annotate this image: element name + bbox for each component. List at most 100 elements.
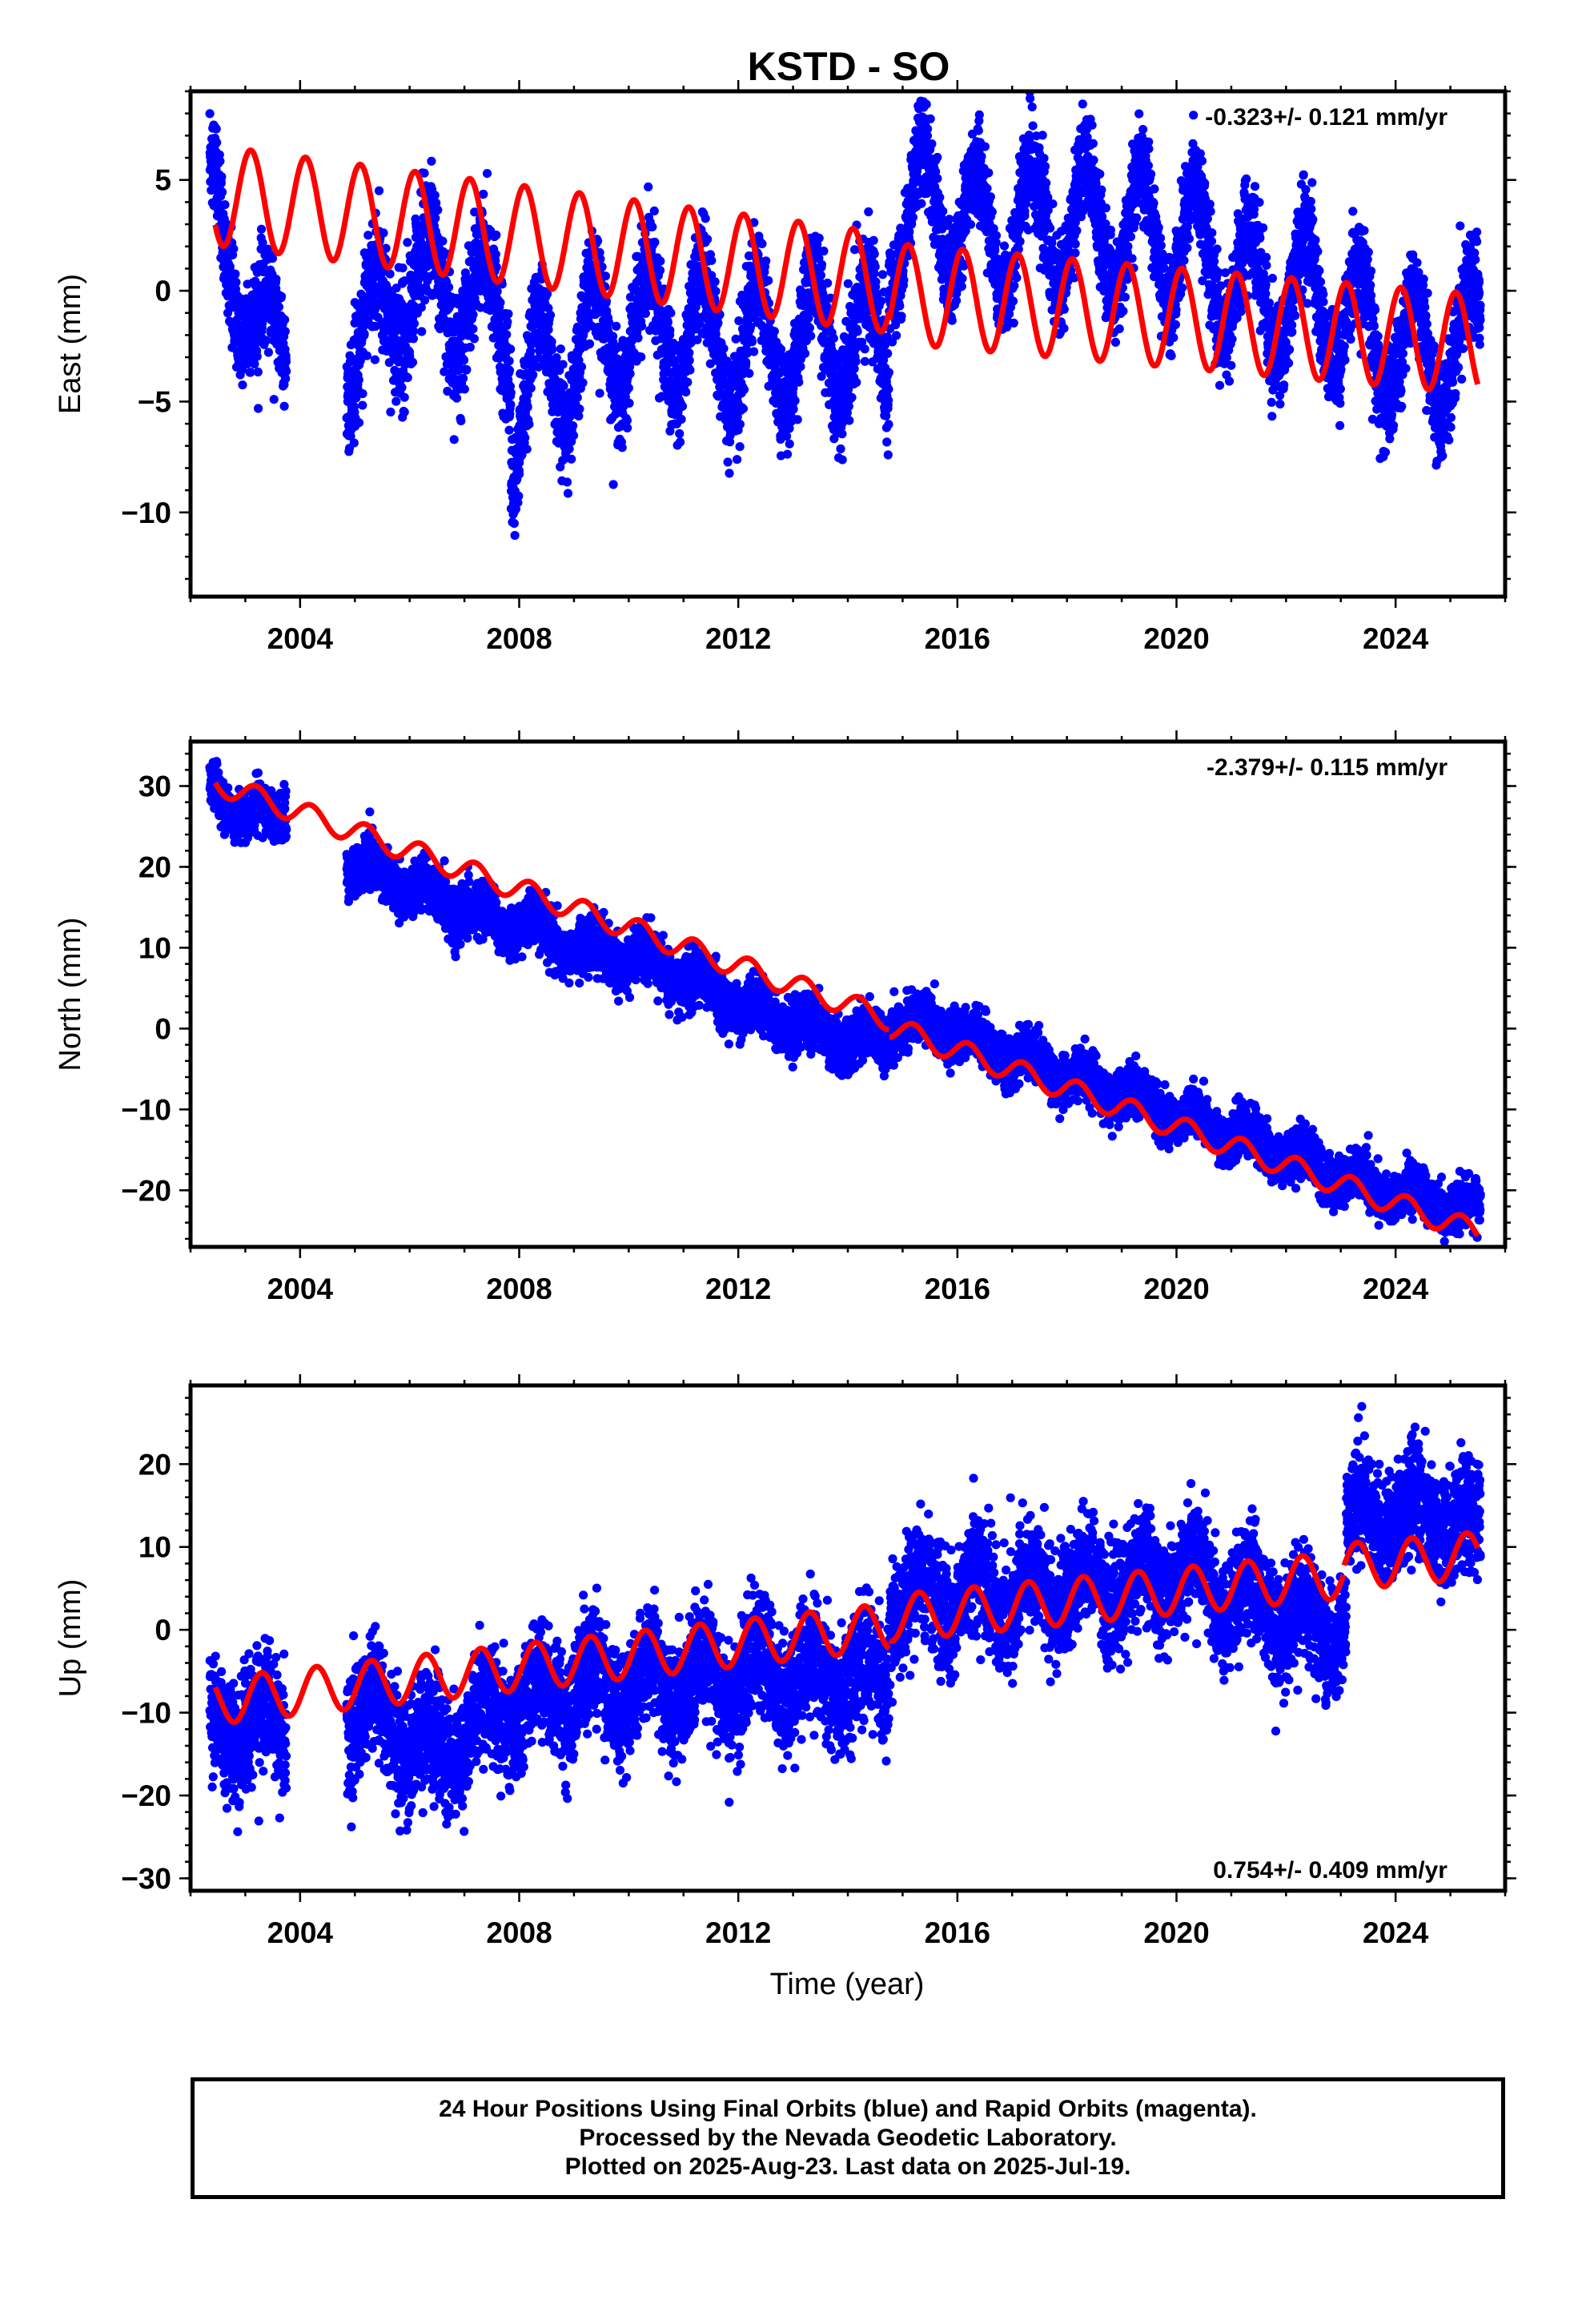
east-point-2373 — [648, 222, 657, 231]
east-point-2898 — [733, 455, 742, 464]
east-point-77 — [218, 187, 227, 197]
east-point-3793 — [877, 296, 886, 306]
east-point-4451 — [982, 183, 992, 193]
east-point-2938 — [738, 404, 749, 413]
east-point-158 — [231, 269, 240, 279]
east-point-475 — [282, 367, 291, 376]
east-point-3611 — [847, 392, 857, 402]
east-point-2285 — [633, 333, 643, 343]
east-point-602 — [362, 351, 371, 360]
east-point-3420 — [816, 271, 825, 280]
east-point-534 — [351, 393, 361, 403]
east-point-1493 — [506, 344, 516, 354]
east-point-1778 — [552, 353, 561, 363]
east-point-3746 — [869, 235, 878, 245]
east-point-654 — [371, 321, 380, 332]
east-observations — [205, 91, 1485, 541]
east-point-2083 — [600, 271, 611, 281]
east-point-501 — [346, 432, 355, 441]
east-point-3078 — [761, 256, 771, 266]
east-point-1185 — [456, 416, 466, 426]
east-point-1204 — [459, 356, 469, 365]
east-point-3425 — [817, 259, 827, 269]
east-point-1908 — [572, 392, 582, 402]
east-point-2954 — [741, 358, 751, 368]
east-point-2131 — [608, 480, 618, 489]
east-point-783 — [391, 396, 401, 406]
east-point-1850 — [563, 489, 573, 498]
east-point-1474 — [503, 317, 512, 327]
east-point-575 — [358, 389, 367, 399]
east-point-3637 — [851, 356, 861, 366]
east-point-3756 — [870, 262, 880, 271]
east-point-4616 — [1009, 318, 1018, 328]
east-point-834 — [400, 407, 409, 417]
east-point-3249 — [789, 404, 798, 414]
east-point-4928 — [1059, 324, 1069, 333]
east-point-2389 — [650, 237, 660, 247]
east-point-294 — [252, 352, 262, 361]
east-point-2841 — [723, 457, 733, 467]
east-point-4075 — [921, 99, 931, 109]
east-point-2145 — [611, 409, 620, 419]
east-point-2816 — [719, 344, 729, 353]
east-point-1543 — [514, 491, 524, 501]
east-point-3553 — [837, 455, 847, 464]
east-point-2604 — [685, 356, 694, 365]
east-point-4795 — [1038, 131, 1047, 140]
east-point-1582 — [520, 433, 530, 443]
east-point-2190 — [618, 336, 628, 345]
east-point-835 — [400, 392, 409, 402]
east-point-2348 — [644, 182, 653, 191]
east-point-3499 — [829, 333, 838, 343]
east-point-300 — [253, 367, 263, 377]
east-point-2741 — [707, 255, 717, 265]
east-point-1220 — [462, 364, 472, 375]
east-point-1858 — [564, 444, 574, 454]
east-point-1002 — [427, 156, 436, 166]
east-point-1031 — [432, 198, 441, 208]
east-point-203 — [238, 380, 247, 390]
east-point-3834 — [883, 348, 893, 358]
east-point-1101 — [443, 386, 452, 396]
east-point-94 — [220, 200, 230, 210]
east-point-1324 — [479, 189, 488, 199]
east-point-1741 — [545, 310, 556, 320]
east-point-3595 — [845, 416, 854, 425]
east-point-4804 — [1039, 154, 1049, 163]
east-point-744 — [385, 269, 395, 279]
east-point-1749 — [547, 337, 556, 347]
east-point-1495 — [506, 388, 516, 397]
east-point-2592 — [683, 377, 693, 387]
east-point-1026 — [431, 213, 440, 223]
east-point-3837 — [883, 450, 893, 460]
east-point-4081 — [923, 124, 933, 134]
east-point-389 — [267, 254, 277, 263]
east-point-4438 — [980, 142, 990, 151]
east-point-551 — [354, 375, 363, 384]
east-point-2046 — [595, 388, 604, 398]
east-point-741 — [384, 358, 394, 368]
east-point-2421 — [655, 266, 665, 275]
east-point-3225 — [785, 439, 794, 448]
east-point-1608 — [524, 420, 534, 429]
east-point-3752 — [869, 249, 879, 259]
east-point-1159 — [452, 393, 462, 403]
east-point-4508 — [991, 231, 1002, 240]
east-point-4349 — [966, 219, 976, 229]
east-point-2545 — [675, 437, 685, 447]
east-point-677 — [374, 186, 384, 195]
east-point-1934 — [576, 362, 587, 372]
east-point-4717 — [1026, 94, 1035, 103]
east-point-854 — [403, 373, 412, 383]
east-point-3934 — [899, 275, 909, 285]
east-point-444 — [276, 292, 287, 301]
east-point-2851 — [725, 468, 734, 478]
east-point-4842 — [1046, 223, 1055, 233]
east-point-3828 — [882, 437, 892, 447]
east-point-2974 — [745, 368, 754, 378]
east-point-1110 — [444, 283, 454, 292]
east-point-3588 — [843, 279, 853, 288]
east-point-430 — [274, 302, 284, 312]
east-point-2087 — [601, 296, 612, 306]
